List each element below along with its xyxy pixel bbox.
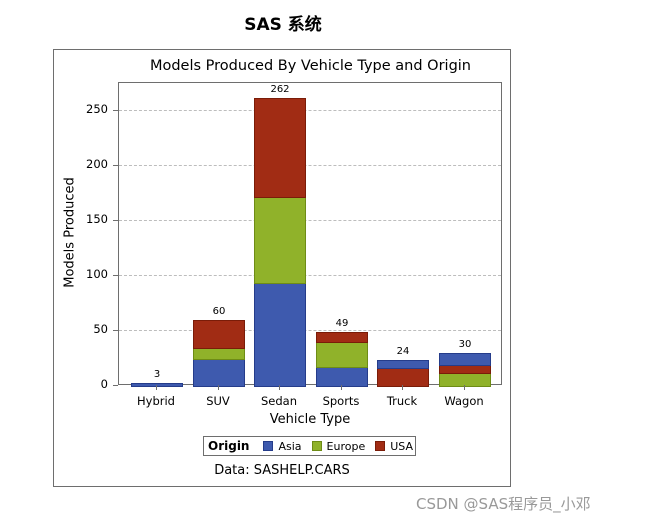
x-tick-mark: [156, 385, 157, 390]
bar-segment-usa: [377, 368, 429, 387]
x-tick-label: SUV: [206, 394, 230, 408]
bar-total-label: 24: [396, 345, 410, 357]
legend-label: USA: [390, 439, 413, 453]
legend-label: Europe: [326, 439, 366, 453]
bar-segment-usa: [193, 320, 245, 349]
x-tick-label: Truck: [386, 394, 418, 408]
x-tick-label: Wagon: [444, 394, 484, 408]
x-axis-title: Vehicle Type: [269, 412, 351, 427]
bar-segment-usa: [439, 365, 491, 374]
bar-segment-asia: [131, 382, 183, 387]
y-axis-title: Models Produced: [62, 177, 78, 288]
bar-truck: [377, 83, 429, 387]
bar-segment-europe: [439, 372, 491, 387]
watermark: CSDN @SAS程序员_小邓: [416, 495, 591, 513]
bar-segment-usa: [316, 332, 368, 343]
bar-segment-asia: [377, 359, 429, 370]
bar-total-label: 262: [270, 83, 290, 95]
chart-frame: [53, 49, 511, 487]
legend-swatch: [311, 441, 322, 451]
bar-suv: [193, 83, 245, 387]
legend-title: Origin: [208, 439, 250, 453]
y-tick-label: 200: [86, 157, 108, 171]
x-tick-mark: [279, 385, 280, 390]
bar-total-label: 30: [458, 339, 472, 350]
bar-segment-asia: [316, 367, 368, 387]
gridline: [119, 165, 501, 166]
bar-wagon: [439, 83, 491, 387]
y-tick-mark: [113, 330, 118, 331]
legend-label: Asia: [278, 439, 302, 453]
bar-hybrid: [131, 83, 183, 387]
bar-total-label: 49: [335, 318, 349, 330]
page-title: SAS 系统: [244, 15, 322, 35]
legend-swatch: [375, 441, 386, 451]
bar-total-label: 3: [153, 368, 161, 380]
y-tick-mark: [113, 220, 118, 221]
y-tick-label: 250: [86, 102, 108, 116]
gridline: [119, 330, 501, 331]
y-tick-mark: [113, 385, 118, 386]
x-tick-label: Hybrid: [137, 394, 175, 408]
y-tick-mark: [113, 165, 118, 166]
bar-total-label: 60: [212, 306, 226, 317]
gridline: [119, 110, 501, 111]
bar-sports: [316, 83, 368, 387]
y-tick-mark: [113, 275, 118, 276]
bar-sedan: [254, 83, 306, 387]
gridline: [119, 220, 501, 221]
x-tick-label: Sports: [322, 394, 360, 408]
y-tick-label: 50: [93, 322, 108, 336]
legend-swatch: [263, 441, 274, 451]
x-tick-label: Sedan: [260, 394, 297, 408]
bar-segment-asia: [439, 353, 491, 367]
x-tick-mark: [464, 385, 465, 390]
footnote: Data: SASHELP.CARS: [214, 463, 350, 478]
y-tick-label: 0: [100, 377, 108, 391]
bar-segment-europe: [193, 347, 245, 360]
plot-area: 3 60 262 49 24 30: [113, 82, 502, 387]
y-tick-label: 100: [86, 267, 108, 281]
bar-segment-asia: [254, 282, 306, 387]
bar-segment-europe: [254, 196, 306, 284]
y-tick-label: 150: [86, 212, 108, 226]
gridline: [119, 275, 501, 276]
legend: Origin Asia Europe USA: [203, 436, 416, 456]
chart-title: Models Produced By Vehicle Type and Orig…: [149, 58, 472, 74]
y-tick-mark: [113, 110, 118, 111]
legend-item-asia: Asia: [263, 439, 302, 453]
bar-segment-usa: [254, 97, 306, 198]
legend-item-europe: Europe: [311, 439, 366, 453]
x-tick-mark: [402, 385, 403, 390]
legend-item-usa: USA: [375, 440, 413, 453]
x-tick-mark: [341, 385, 342, 390]
bar-segment-asia: [193, 358, 245, 387]
x-tick-mark: [218, 385, 219, 390]
bar-segment-europe: [316, 342, 368, 369]
